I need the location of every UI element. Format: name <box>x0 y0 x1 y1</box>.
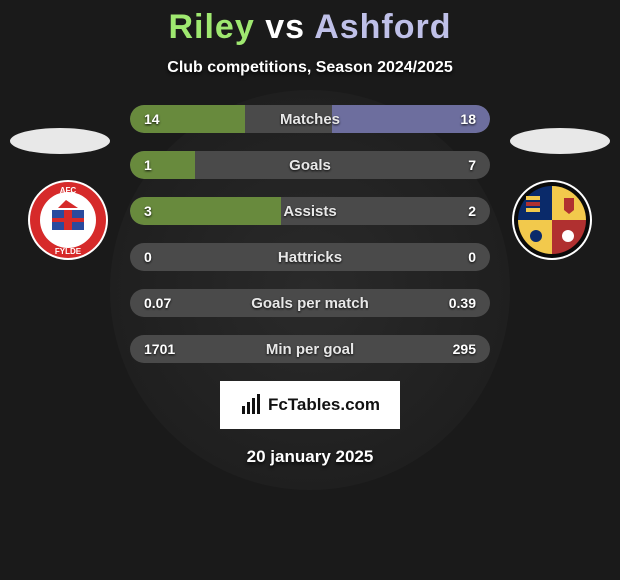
stat-row: 1418Matches <box>130 105 490 133</box>
fctables-icon <box>240 394 262 416</box>
club-crest-right <box>512 180 592 260</box>
crest-left-top-text: AFC <box>60 186 77 195</box>
player2-head-cap <box>510 128 610 154</box>
page-title: Riley vs Ashford <box>0 8 620 47</box>
crest-left-bottom-text: FYLDE <box>55 247 82 256</box>
stats-container: 1418Matches 17Goals 32Assists 00Hattricks 0.… <box>130 105 490 363</box>
player1-name: Riley <box>168 8 254 46</box>
stat-row: 00Hattricks <box>130 243 490 271</box>
fctables-text: FcTables.com <box>268 395 380 415</box>
stat-row: 0.070.39Goals per match <box>130 289 490 317</box>
subtitle: Club competitions, Season 2024/2025 <box>0 59 620 77</box>
fctables-badge: FcTables.com <box>220 381 400 429</box>
player1-head-cap <box>10 128 110 154</box>
club-crest-left: AFC FYLDE <box>28 180 108 260</box>
player2-name: Ashford <box>314 8 451 46</box>
vs-text: vs <box>265 8 305 46</box>
crest-right-svg <box>512 180 592 260</box>
stat-label: Hattricks <box>130 243 490 271</box>
stat-row: 17Goals <box>130 151 490 179</box>
date-text: 20 january 2025 <box>0 447 620 467</box>
stat-row: 32Assists <box>130 197 490 225</box>
stat-label: Min per goal <box>130 335 490 363</box>
stat-label: Goals <box>130 151 490 179</box>
crest-left-svg: AFC FYLDE <box>28 180 108 260</box>
stat-label: Assists <box>130 197 490 225</box>
stat-row: 1701295Min per goal <box>130 335 490 363</box>
stat-label: Goals per match <box>130 289 490 317</box>
stat-label: Matches <box>130 105 490 133</box>
